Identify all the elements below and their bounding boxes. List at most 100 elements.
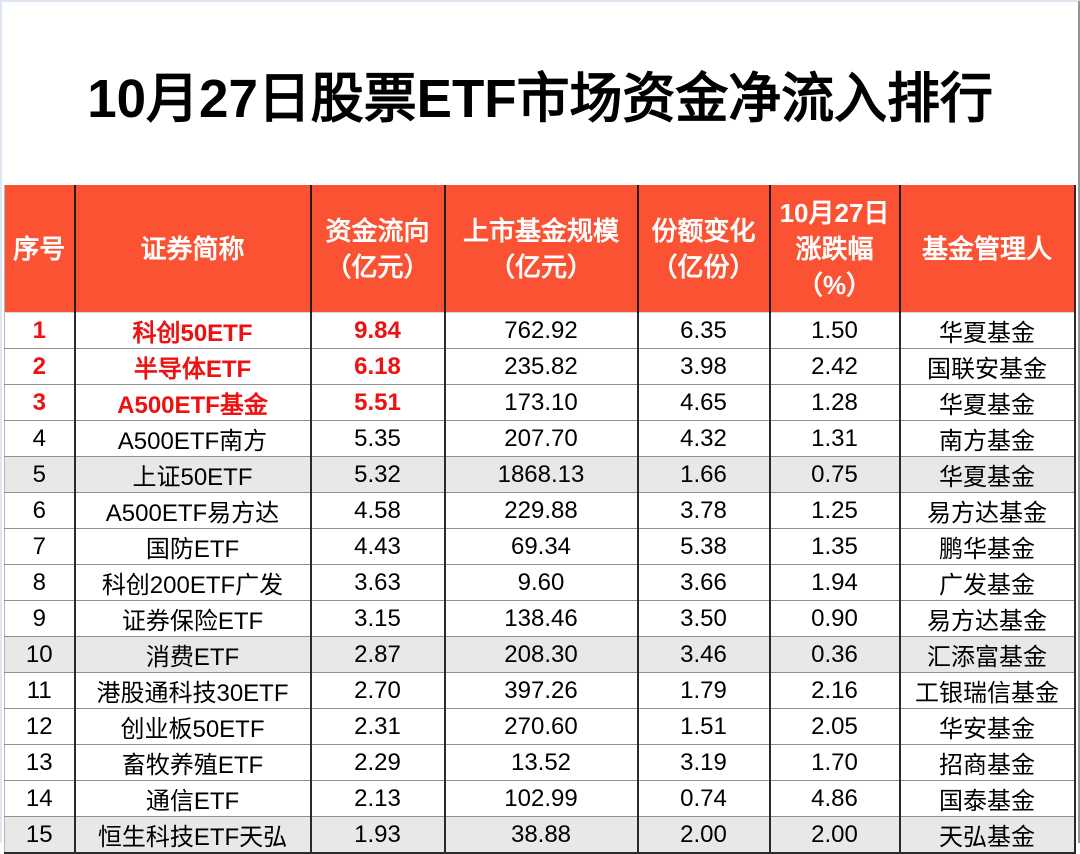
change-pct-cell: 2.05 [768, 708, 900, 745]
scale-cell: 102.99 [443, 780, 638, 817]
table-row: 4 A500ETF南方 5.35 207.70 4.32 1.31 南方基金 [4, 420, 1075, 457]
scale-cell: 138.46 [443, 600, 638, 637]
table-row: 15 恒生科技ETF天弘 1.93 38.88 2.00 2.00 天弘基金 [4, 816, 1075, 853]
manager-cell: 易方达基金 [898, 492, 1075, 529]
change-pct-cell: 0.36 [768, 636, 900, 673]
name-cell: 恒生科技ETF天弘 [73, 816, 311, 853]
table-row: 8 科创200ETF广发 3.63 9.60 3.66 1.94 广发基金 [4, 564, 1075, 601]
rank-cell: 7 [4, 528, 75, 565]
flow-cell: 5.35 [309, 420, 445, 457]
table-row: 2 半导体ETF 6.18 235.82 3.98 2.42 国联安基金 [4, 348, 1075, 385]
name-cell: 畜牧养殖ETF [73, 744, 311, 781]
rank-cell: 14 [4, 780, 75, 817]
etf-flow-table: 序号 证券简称 资金流向 （亿元） 上市基金规模 （亿元） 份额变化 （亿份） … [4, 185, 1076, 854]
manager-cell: 华安基金 [898, 708, 1075, 745]
manager-cell: 天弘基金 [898, 816, 1075, 853]
name-cell: 港股通科技30ETF [73, 672, 311, 709]
name-cell: 国防ETF [73, 528, 311, 565]
table-row: 1 科创50ETF 9.84 762.92 6.35 1.50 华夏基金 [4, 312, 1075, 349]
rank-cell: 10 [4, 636, 75, 673]
name-cell: A500ETF基金 [73, 384, 311, 421]
col-header-name: 证券简称 [73, 185, 311, 313]
share-change-cell: 3.66 [636, 564, 770, 601]
manager-cell: 华夏基金 [898, 456, 1075, 493]
name-cell: 科创200ETF广发 [73, 564, 311, 601]
table-row: 11 港股通科技30ETF 2.70 397.26 1.79 2.16 工银瑞信基金 [4, 672, 1075, 709]
table-row: 3 A500ETF基金 5.51 173.10 4.65 1.28 华夏基金 [4, 384, 1075, 421]
change-pct-cell: 0.90 [768, 600, 900, 637]
name-cell: A500ETF易方达 [73, 492, 311, 529]
scale-cell: 207.70 [443, 420, 638, 457]
col-header-scale: 上市基金规模 （亿元） [443, 185, 638, 313]
change-pct-cell: 1.94 [768, 564, 900, 601]
name-cell: 消费ETF [73, 636, 311, 673]
share-change-cell: 6.35 [636, 312, 770, 349]
manager-cell: 国联安基金 [898, 348, 1075, 385]
name-cell: 上证50ETF [73, 456, 311, 493]
flow-cell: 2.87 [309, 636, 445, 673]
manager-cell: 南方基金 [898, 420, 1075, 457]
table-row: 7 国防ETF 4.43 69.34 5.38 1.35 鹏华基金 [4, 528, 1075, 565]
share-change-cell: 5.38 [636, 528, 770, 565]
table-header-row: 序号 证券简称 资金流向 （亿元） 上市基金规模 （亿元） 份额变化 （亿份） … [4, 185, 1075, 313]
share-change-cell: 1.66 [636, 456, 770, 493]
rank-cell: 11 [4, 672, 75, 709]
rank-cell: 5 [4, 456, 75, 493]
manager-cell: 汇添富基金 [898, 636, 1075, 673]
flow-cell: 4.58 [309, 492, 445, 529]
col-header-share-change: 份额变化 （亿份） [636, 185, 770, 313]
scale-cell: 13.52 [443, 744, 638, 781]
change-pct-cell: 1.35 [768, 528, 900, 565]
change-pct-cell: 1.70 [768, 744, 900, 781]
manager-cell: 广发基金 [898, 564, 1075, 601]
scale-cell: 397.26 [443, 672, 638, 709]
change-pct-cell: 2.00 [768, 816, 900, 853]
rank-cell: 2 [4, 348, 75, 385]
change-pct-cell: 1.50 [768, 312, 900, 349]
table-row: 13 畜牧养殖ETF 2.29 13.52 3.19 1.70 招商基金 [4, 744, 1075, 781]
manager-cell: 鹏华基金 [898, 528, 1075, 565]
change-pct-cell: 2.16 [768, 672, 900, 709]
share-change-cell: 3.19 [636, 744, 770, 781]
share-change-cell: 1.79 [636, 672, 770, 709]
flow-cell: 2.13 [309, 780, 445, 817]
table-row: 12 创业板50ETF 2.31 270.60 1.51 2.05 华安基金 [4, 708, 1075, 745]
table-row: 6 A500ETF易方达 4.58 229.88 3.78 1.25 易方达基金 [4, 492, 1075, 529]
table-row: 14 通信ETF 2.13 102.99 0.74 4.86 国泰基金 [4, 780, 1075, 817]
rank-cell: 12 [4, 708, 75, 745]
scale-cell: 9.60 [443, 564, 638, 601]
scale-cell: 173.10 [443, 384, 638, 421]
flow-cell: 1.93 [309, 816, 445, 853]
scale-cell: 38.88 [443, 816, 638, 853]
scale-cell: 69.34 [443, 528, 638, 565]
flow-cell: 4.43 [309, 528, 445, 565]
share-change-cell: 0.74 [636, 780, 770, 817]
flow-cell: 2.29 [309, 744, 445, 781]
change-pct-cell: 0.75 [768, 456, 900, 493]
etf-table-body: 1 科创50ETF 9.84 762.92 6.35 1.50 华夏基金 2 半导体ETF 6.1… [4, 312, 1075, 853]
rank-cell: 3 [4, 384, 75, 421]
flow-cell: 5.32 [309, 456, 445, 493]
col-header-manager: 基金管理人 [898, 185, 1075, 313]
manager-cell: 华夏基金 [898, 384, 1075, 421]
table-row: 9 证券保险ETF 3.15 138.46 3.50 0.90 易方达基金 [4, 600, 1075, 637]
change-pct-cell: 1.25 [768, 492, 900, 529]
flow-cell: 3.63 [309, 564, 445, 601]
rank-cell: 4 [4, 420, 75, 457]
manager-cell: 华夏基金 [898, 312, 1075, 349]
flow-cell: 2.70 [309, 672, 445, 709]
scale-cell: 235.82 [443, 348, 638, 385]
col-header-change-pct: 10月27日 涨跌幅 （%） [768, 185, 900, 313]
col-header-rank: 序号 [4, 185, 75, 313]
rank-cell: 15 [4, 816, 75, 853]
flow-cell: 5.51 [309, 384, 445, 421]
flow-cell: 3.15 [309, 600, 445, 637]
scale-cell: 270.60 [443, 708, 638, 745]
manager-cell: 工银瑞信基金 [898, 672, 1075, 709]
scale-cell: 229.88 [443, 492, 638, 529]
share-change-cell: 3.98 [636, 348, 770, 385]
share-change-cell: 3.46 [636, 636, 770, 673]
scale-cell: 762.92 [443, 312, 638, 349]
flow-cell: 9.84 [309, 312, 445, 349]
